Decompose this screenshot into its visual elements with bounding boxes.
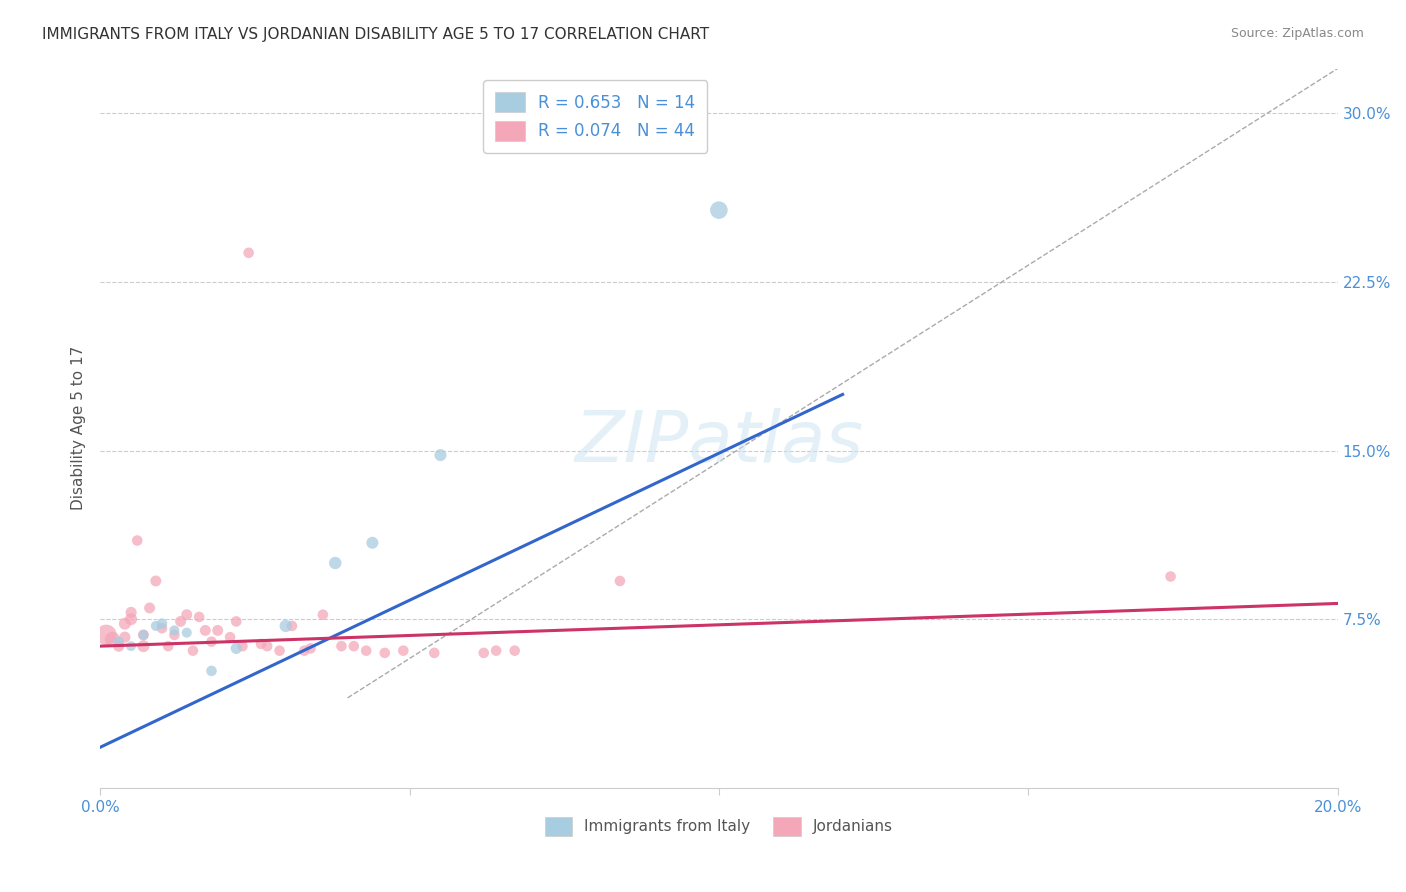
Point bbox=[503, 643, 526, 657]
Point bbox=[132, 639, 155, 653]
Point bbox=[120, 612, 142, 626]
Point bbox=[269, 643, 291, 657]
Point bbox=[145, 619, 167, 633]
Point bbox=[256, 639, 278, 653]
Point bbox=[225, 641, 247, 656]
Y-axis label: Disability Age 5 to 17: Disability Age 5 to 17 bbox=[72, 346, 86, 510]
Point bbox=[114, 630, 136, 644]
Point bbox=[150, 616, 173, 631]
Legend: R = 0.653   N = 14, R = 0.074   N = 44: R = 0.653 N = 14, R = 0.074 N = 44 bbox=[484, 80, 707, 153]
Point bbox=[132, 628, 155, 642]
Point bbox=[354, 643, 377, 657]
Point bbox=[238, 245, 260, 260]
Point bbox=[120, 639, 142, 653]
Point bbox=[343, 639, 366, 653]
Point bbox=[176, 607, 198, 622]
Point bbox=[200, 664, 222, 678]
Point bbox=[485, 643, 508, 657]
Point bbox=[472, 646, 495, 660]
Point bbox=[361, 535, 384, 549]
Point bbox=[274, 619, 297, 633]
Point bbox=[392, 643, 415, 657]
Point bbox=[225, 615, 247, 629]
Point bbox=[101, 632, 124, 647]
Point bbox=[423, 646, 446, 660]
Point bbox=[219, 630, 242, 644]
Point bbox=[176, 625, 198, 640]
Point bbox=[200, 634, 222, 648]
Point bbox=[207, 624, 229, 638]
Point bbox=[150, 621, 173, 635]
Point bbox=[292, 643, 315, 657]
Point bbox=[231, 639, 253, 653]
Point bbox=[181, 643, 204, 657]
Text: Source: ZipAtlas.com: Source: ZipAtlas.com bbox=[1230, 27, 1364, 40]
Point bbox=[1160, 569, 1182, 583]
Point bbox=[707, 203, 730, 218]
Point bbox=[163, 624, 186, 638]
Point bbox=[194, 624, 217, 638]
Point bbox=[120, 606, 142, 620]
Point bbox=[107, 634, 129, 648]
Point bbox=[127, 533, 149, 548]
Point bbox=[163, 628, 186, 642]
Point bbox=[114, 616, 136, 631]
Text: IMMIGRANTS FROM ITALY VS JORDANIAN DISABILITY AGE 5 TO 17 CORRELATION CHART: IMMIGRANTS FROM ITALY VS JORDANIAN DISAB… bbox=[42, 27, 709, 42]
Text: ZIPatlas: ZIPatlas bbox=[575, 408, 863, 477]
Point bbox=[281, 619, 304, 633]
Point bbox=[323, 556, 346, 570]
Point bbox=[107, 639, 129, 653]
Point bbox=[169, 615, 191, 629]
Point bbox=[138, 601, 160, 615]
Point bbox=[250, 637, 273, 651]
Point bbox=[145, 574, 167, 588]
Point bbox=[188, 610, 211, 624]
Point bbox=[429, 448, 451, 462]
Point bbox=[157, 639, 180, 653]
Point bbox=[96, 628, 118, 642]
Point bbox=[299, 641, 322, 656]
Point bbox=[609, 574, 631, 588]
Point bbox=[132, 628, 155, 642]
Point bbox=[374, 646, 396, 660]
Point bbox=[312, 607, 335, 622]
Point bbox=[330, 639, 353, 653]
